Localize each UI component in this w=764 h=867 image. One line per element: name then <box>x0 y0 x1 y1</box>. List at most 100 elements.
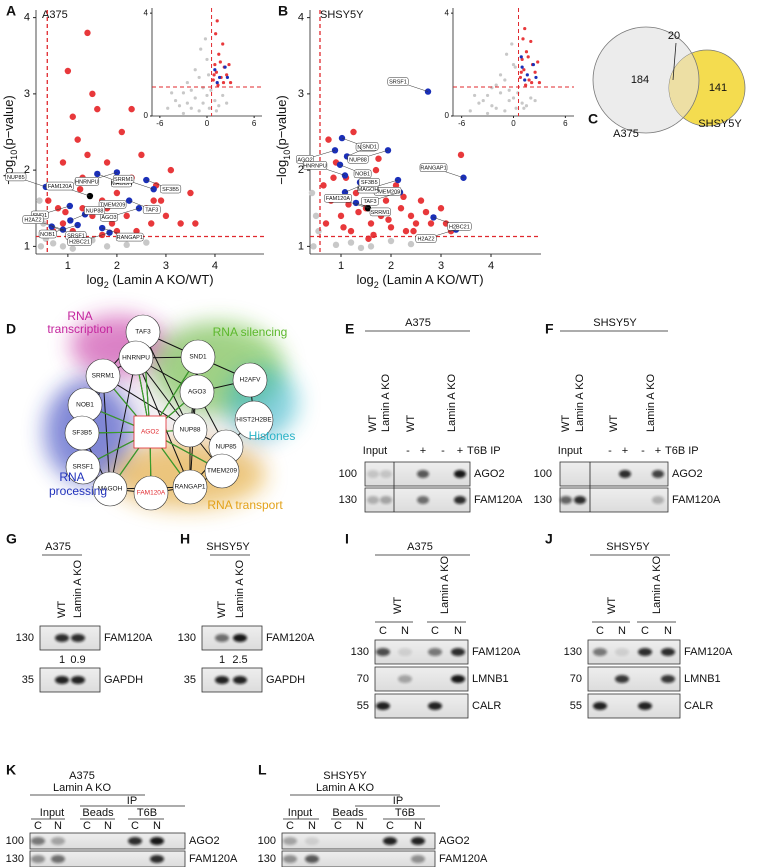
point <box>54 205 62 212</box>
blot-band <box>652 470 664 478</box>
point-label: SRSF1 <box>67 234 85 240</box>
point <box>511 96 516 100</box>
point <box>177 220 184 227</box>
blot-band <box>71 634 85 642</box>
point <box>69 245 76 252</box>
panel-letter: I <box>345 531 349 547</box>
blot-band <box>574 496 586 504</box>
node-label: NUP88 <box>180 427 201 434</box>
point <box>214 109 219 113</box>
blot-band <box>417 496 429 504</box>
x-tick-label: 3 <box>438 260 444 272</box>
blot-band <box>619 470 631 478</box>
point-label: H2AZ2 <box>417 237 434 243</box>
point <box>529 39 533 44</box>
point <box>322 220 330 227</box>
x-tick-label: 2 <box>388 260 394 272</box>
label-part: (Lamin A KO/WT) <box>379 272 484 287</box>
point-label: NOB1 <box>355 172 370 178</box>
network-node <box>133 415 167 449</box>
protein-label: AGO2 <box>439 835 470 847</box>
point <box>400 193 407 201</box>
label-box <box>419 163 448 172</box>
ip-sign: + <box>622 445 628 457</box>
point-label: RANGAP1 <box>117 235 143 241</box>
point <box>108 220 116 227</box>
point <box>524 83 528 87</box>
label-box <box>447 222 472 231</box>
blot-membrane <box>374 693 469 719</box>
point-label: NUP85 <box>7 175 25 181</box>
label-box <box>358 177 380 187</box>
point-label: TAF3 <box>363 199 376 205</box>
mw-marker: 130 <box>16 632 34 644</box>
group-label: T6B <box>395 807 415 819</box>
point <box>177 104 182 108</box>
point <box>133 227 140 235</box>
ip-sign: + <box>655 445 661 457</box>
label-part: (Lamin A KO/WT) <box>109 272 214 287</box>
fraction-label: C <box>131 820 139 832</box>
point <box>494 83 498 87</box>
node-label: FAM120A <box>137 490 166 497</box>
fraction-label: N <box>104 820 112 832</box>
label-box <box>74 177 100 186</box>
mw-marker: 55 <box>570 700 582 712</box>
blot-membrane <box>201 625 263 651</box>
label-part: −log <box>274 160 289 185</box>
node-label: HNRNPU <box>122 355 150 362</box>
label-part: (p−value) <box>1 95 16 150</box>
point <box>407 240 415 248</box>
quant-label: 0.9 <box>70 654 85 666</box>
point <box>170 91 174 95</box>
point <box>76 185 84 193</box>
group-label: RNA transport <box>207 498 283 512</box>
lane-label: WT <box>606 597 618 614</box>
group-label: Histones <box>249 429 296 443</box>
point <box>201 101 205 105</box>
network-edge <box>142 331 191 431</box>
inset-y-tick-label: 4 <box>144 8 149 17</box>
point <box>199 47 203 51</box>
point <box>128 105 135 113</box>
point <box>45 197 52 204</box>
fraction-label: N <box>401 625 409 637</box>
panel-letter: K <box>6 762 16 778</box>
protein-label: CALR <box>472 700 501 712</box>
point <box>367 243 375 250</box>
point <box>347 227 355 235</box>
fraction-label: C <box>431 625 439 637</box>
ip-sign: + <box>457 445 463 457</box>
point <box>225 75 230 80</box>
point <box>520 65 524 69</box>
point <box>410 227 417 235</box>
point <box>457 151 465 159</box>
group-label: IP <box>127 795 137 807</box>
blot-band <box>417 470 429 478</box>
point <box>192 220 199 227</box>
point <box>365 235 372 242</box>
point <box>207 106 211 110</box>
protein-label: FAM120A <box>189 853 238 865</box>
point <box>221 93 225 98</box>
node-label: SF3B5 <box>72 430 92 437</box>
protein-label: GAPDH <box>104 674 143 686</box>
point <box>424 88 432 95</box>
node-label: NUP85 <box>216 444 237 451</box>
point <box>382 197 390 204</box>
group-label: T6B <box>137 807 157 819</box>
x-tick-label: 3 <box>163 260 169 272</box>
mw-marker: 130 <box>258 853 276 865</box>
y-tick-label: 2 <box>298 164 304 176</box>
point <box>513 65 517 69</box>
group-label: RNA <box>67 309 92 323</box>
label-part: log <box>86 272 103 287</box>
point <box>527 78 531 82</box>
point <box>536 60 540 64</box>
point-label: H2BC21 <box>449 224 470 230</box>
network-node <box>172 412 208 448</box>
fraction-label: N <box>356 820 364 832</box>
label-box <box>67 237 92 246</box>
point <box>537 80 542 85</box>
point <box>490 104 494 108</box>
